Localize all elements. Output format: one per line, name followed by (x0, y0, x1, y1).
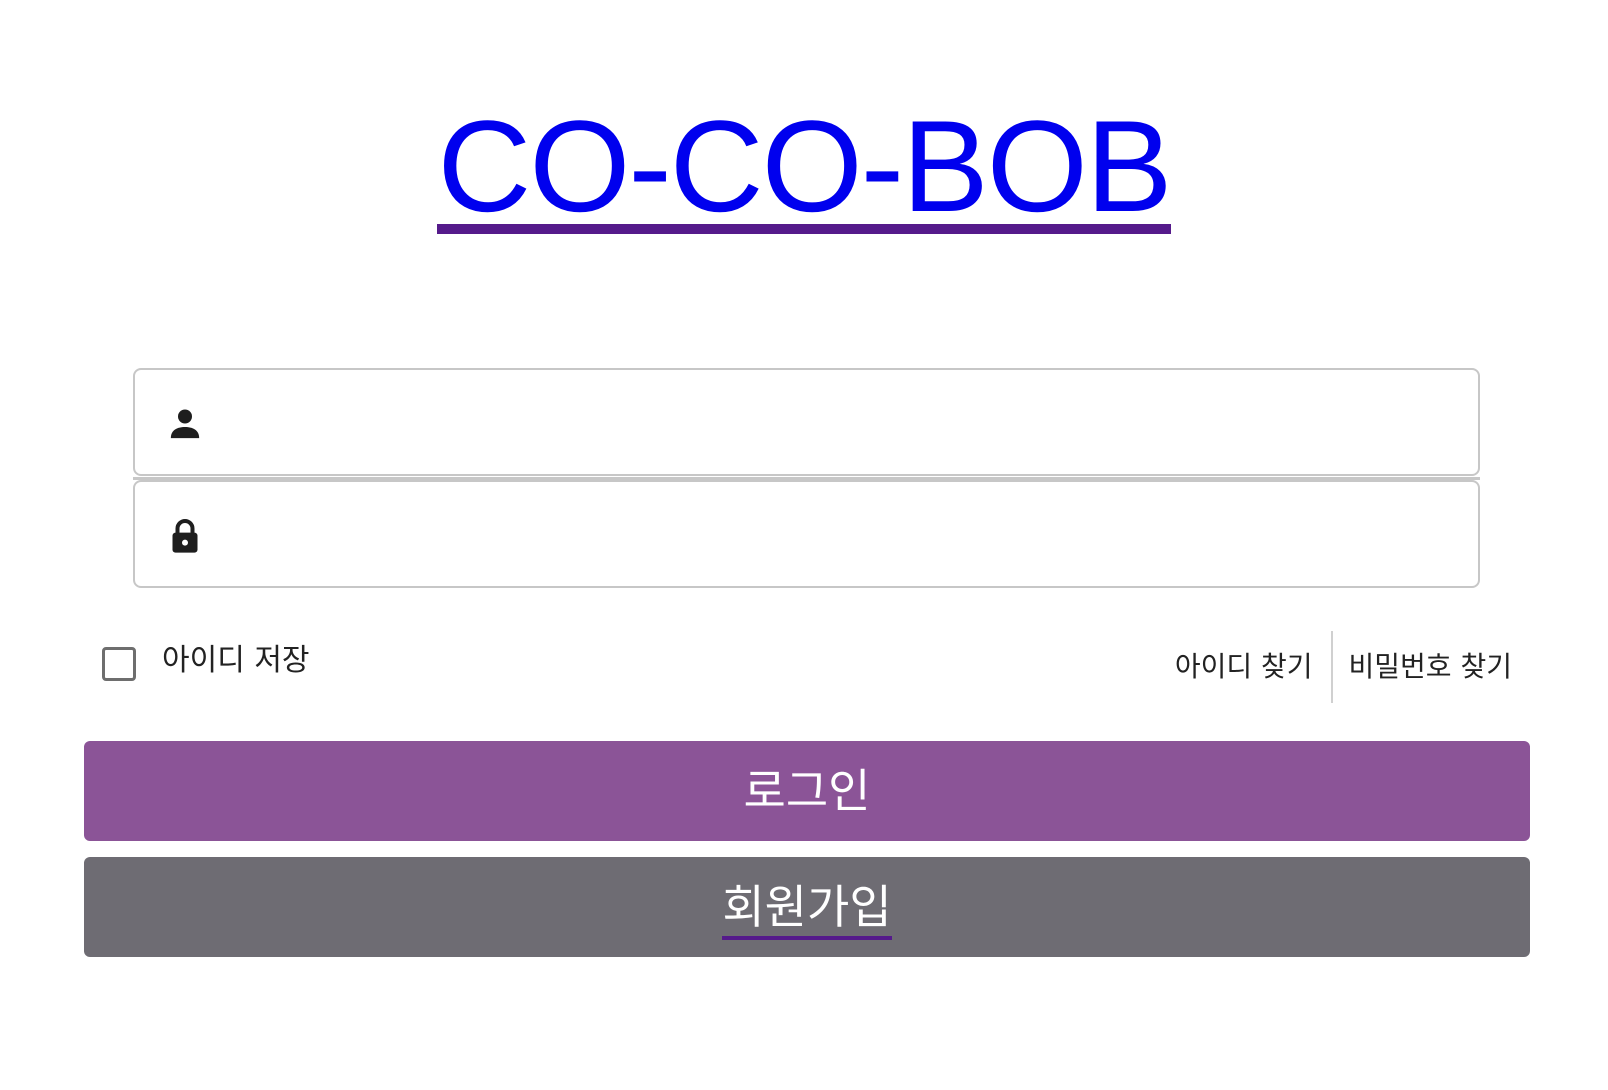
find-links: 아이디 찾기 비밀번호 찾기 (1175, 630, 1512, 704)
logo-text: CO-CO-BOB (437, 93, 1173, 239)
find-id-link[interactable]: 아이디 찾기 (1174, 650, 1313, 683)
id-input[interactable] (235, 380, 1459, 466)
password-input-box[interactable] (133, 480, 1480, 588)
remember-id-checkbox[interactable] (102, 647, 136, 681)
lock-icon (172, 519, 198, 553)
input-divider (133, 477, 1480, 480)
link-separator (1330, 631, 1333, 703)
signup-label: 회원가입 (722, 878, 892, 940)
login-button[interactable]: 로그인 (84, 741, 1530, 841)
password-input[interactable] (235, 492, 1459, 578)
logo-link[interactable]: CO-CO-BOB (0, 96, 1608, 236)
remember-id[interactable]: 아이디 저장 (102, 643, 310, 684)
user-icon (170, 409, 200, 439)
find-password-link[interactable]: 비밀번호 찾기 (1348, 650, 1512, 683)
id-input-box[interactable] (133, 368, 1480, 476)
remember-id-label: 아이디 저장 (162, 643, 310, 678)
signup-button[interactable]: 회원가입 (84, 857, 1530, 957)
